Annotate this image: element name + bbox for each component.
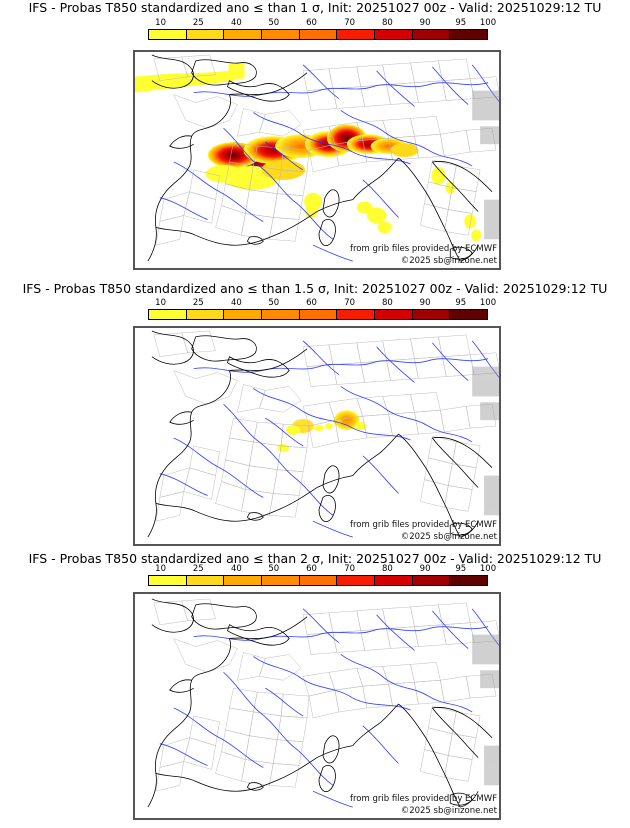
colorbar-tick: 95 [455, 298, 467, 308]
colorbar-tick: 40 [230, 18, 242, 28]
colorbar-band [337, 576, 376, 585]
map-frame [134, 51, 500, 269]
colorbar-band [186, 310, 225, 319]
colorbar-band [337, 310, 376, 319]
colorbar-tick: 10 [155, 298, 166, 308]
colorbar-band [262, 310, 300, 319]
colorbar-tick: 90 [419, 564, 431, 574]
rivers [159, 64, 500, 262]
forecast-map-2-sigma: from grib files provided by ECMWF ©2025 … [133, 592, 501, 820]
colorbar-tick: 80 [381, 564, 393, 574]
colorbar-band [149, 30, 187, 39]
colorbar-band [375, 576, 413, 585]
colorbar-band [299, 310, 338, 319]
colorbar-band [224, 576, 263, 585]
forecast-panel-2-sigma: IFS - Probas T850 standardized ano ≤ tha… [0, 546, 630, 828]
colorbar-tick: 50 [268, 564, 280, 574]
colorbar-tick: 70 [344, 298, 356, 308]
colorbar-tick: 90 [419, 18, 431, 28]
map-frame [134, 327, 500, 545]
forecast-panel-1-sigma: IFS - Probas T850 standardized ano ≤ tha… [0, 0, 630, 276]
data-source-credit: from grib files provided by ECMWF [350, 520, 497, 530]
data-source-credit: from grib files provided by ECMWF [350, 794, 497, 804]
coastlines [147, 330, 493, 538]
colorbar-tick: 50 [268, 298, 280, 308]
colorbar-band [262, 30, 300, 39]
colorbar-tick: 10 [155, 564, 166, 574]
colorbar-tick: 100 [479, 18, 497, 28]
colorbar-tick-labels: 10 25 40 50 60 70 80 90 95 100 [148, 298, 496, 309]
colorbar-band [186, 576, 225, 585]
panel-title: IFS - Probas T850 standardized ano ≤ tha… [22, 281, 608, 296]
colorbar-tick: 25 [192, 298, 204, 308]
colorbar-tick: 100 [479, 564, 497, 574]
colorbar-tick-labels: 10 25 40 50 60 70 80 90 95 100 [148, 18, 496, 29]
colorbar-tick: 80 [381, 18, 393, 28]
colorbar-1: 10 25 40 50 60 70 80 90 95 100 [148, 18, 496, 40]
terrain-texture [472, 90, 500, 240]
colorbar-tick: 70 [344, 564, 356, 574]
colorbar-band [149, 576, 187, 585]
copyright-credit: ©2025 sb@irizone.net [400, 256, 497, 266]
colorbar-band [450, 30, 488, 39]
colorbar-3: 10 25 40 50 60 70 80 90 95 100 [148, 564, 496, 586]
colorbar-gradient [148, 575, 488, 586]
panel-title: IFS - Probas T850 standardized ano ≤ tha… [28, 0, 602, 15]
colorbar-band [412, 310, 451, 319]
colorbar-band [299, 30, 338, 39]
colorbar-tick: 95 [455, 18, 467, 28]
rivers [159, 340, 500, 538]
colorbar-tick: 60 [306, 18, 317, 28]
colorbar-band [450, 310, 488, 319]
colorbar-tick-labels: 10 25 40 50 60 70 80 90 95 100 [148, 564, 496, 575]
colorbar-band [149, 310, 187, 319]
colorbar-band [224, 30, 263, 39]
colorbar-band [412, 576, 451, 585]
colorbar-tick: 90 [419, 298, 431, 308]
admin-boundaries [153, 598, 500, 792]
colorbar-gradient [148, 309, 488, 320]
terrain-texture [472, 634, 500, 786]
coastlines [147, 598, 493, 808]
colorbar-band [186, 30, 225, 39]
colorbar-tick: 10 [155, 18, 166, 28]
colorbar-tick: 25 [192, 564, 204, 574]
colorbar-band [262, 576, 300, 585]
forecast-map-1p5-sigma: from grib files provided by ECMWF ©2025 … [133, 326, 501, 546]
forecast-map-1-sigma: from grib files provided by ECMWF ©2025 … [133, 50, 501, 270]
data-source-credit: from grib files provided by ECMWF [350, 244, 497, 254]
colorbar-band [337, 30, 376, 39]
panel-title: IFS - Probas T850 standardized ano ≤ tha… [28, 551, 602, 566]
colorbar-tick: 25 [192, 18, 204, 28]
anomaly-field [134, 62, 482, 242]
colorbar-tick: 70 [344, 18, 356, 28]
colorbar-tick: 80 [381, 298, 393, 308]
colorbar-gradient [148, 29, 488, 40]
terrain-texture [472, 366, 500, 516]
copyright-credit: ©2025 sb@irizone.net [400, 532, 497, 542]
colorbar-tick: 50 [268, 18, 280, 28]
colorbar-tick: 100 [479, 298, 497, 308]
colorbar-band [299, 576, 338, 585]
rivers [159, 608, 500, 808]
colorbar-2: 10 25 40 50 60 70 80 90 95 100 [148, 298, 496, 320]
colorbar-tick: 95 [455, 564, 467, 574]
coastlines [147, 54, 493, 262]
admin-boundaries [153, 330, 500, 522]
copyright-credit: ©2025 sb@irizone.net [400, 806, 497, 816]
colorbar-band [375, 30, 413, 39]
colorbar-tick: 40 [230, 564, 242, 574]
colorbar-tick: 60 [306, 298, 317, 308]
colorbar-tick: 60 [306, 564, 317, 574]
colorbar-tick: 40 [230, 298, 242, 308]
colorbar-band [412, 30, 451, 39]
colorbar-band [375, 310, 413, 319]
map-frame [134, 593, 500, 819]
admin-boundaries [153, 54, 500, 246]
forecast-panel-1p5-sigma: IFS - Probas T850 standardized ano ≤ tha… [0, 276, 630, 552]
colorbar-band [224, 310, 263, 319]
colorbar-band [450, 576, 488, 585]
